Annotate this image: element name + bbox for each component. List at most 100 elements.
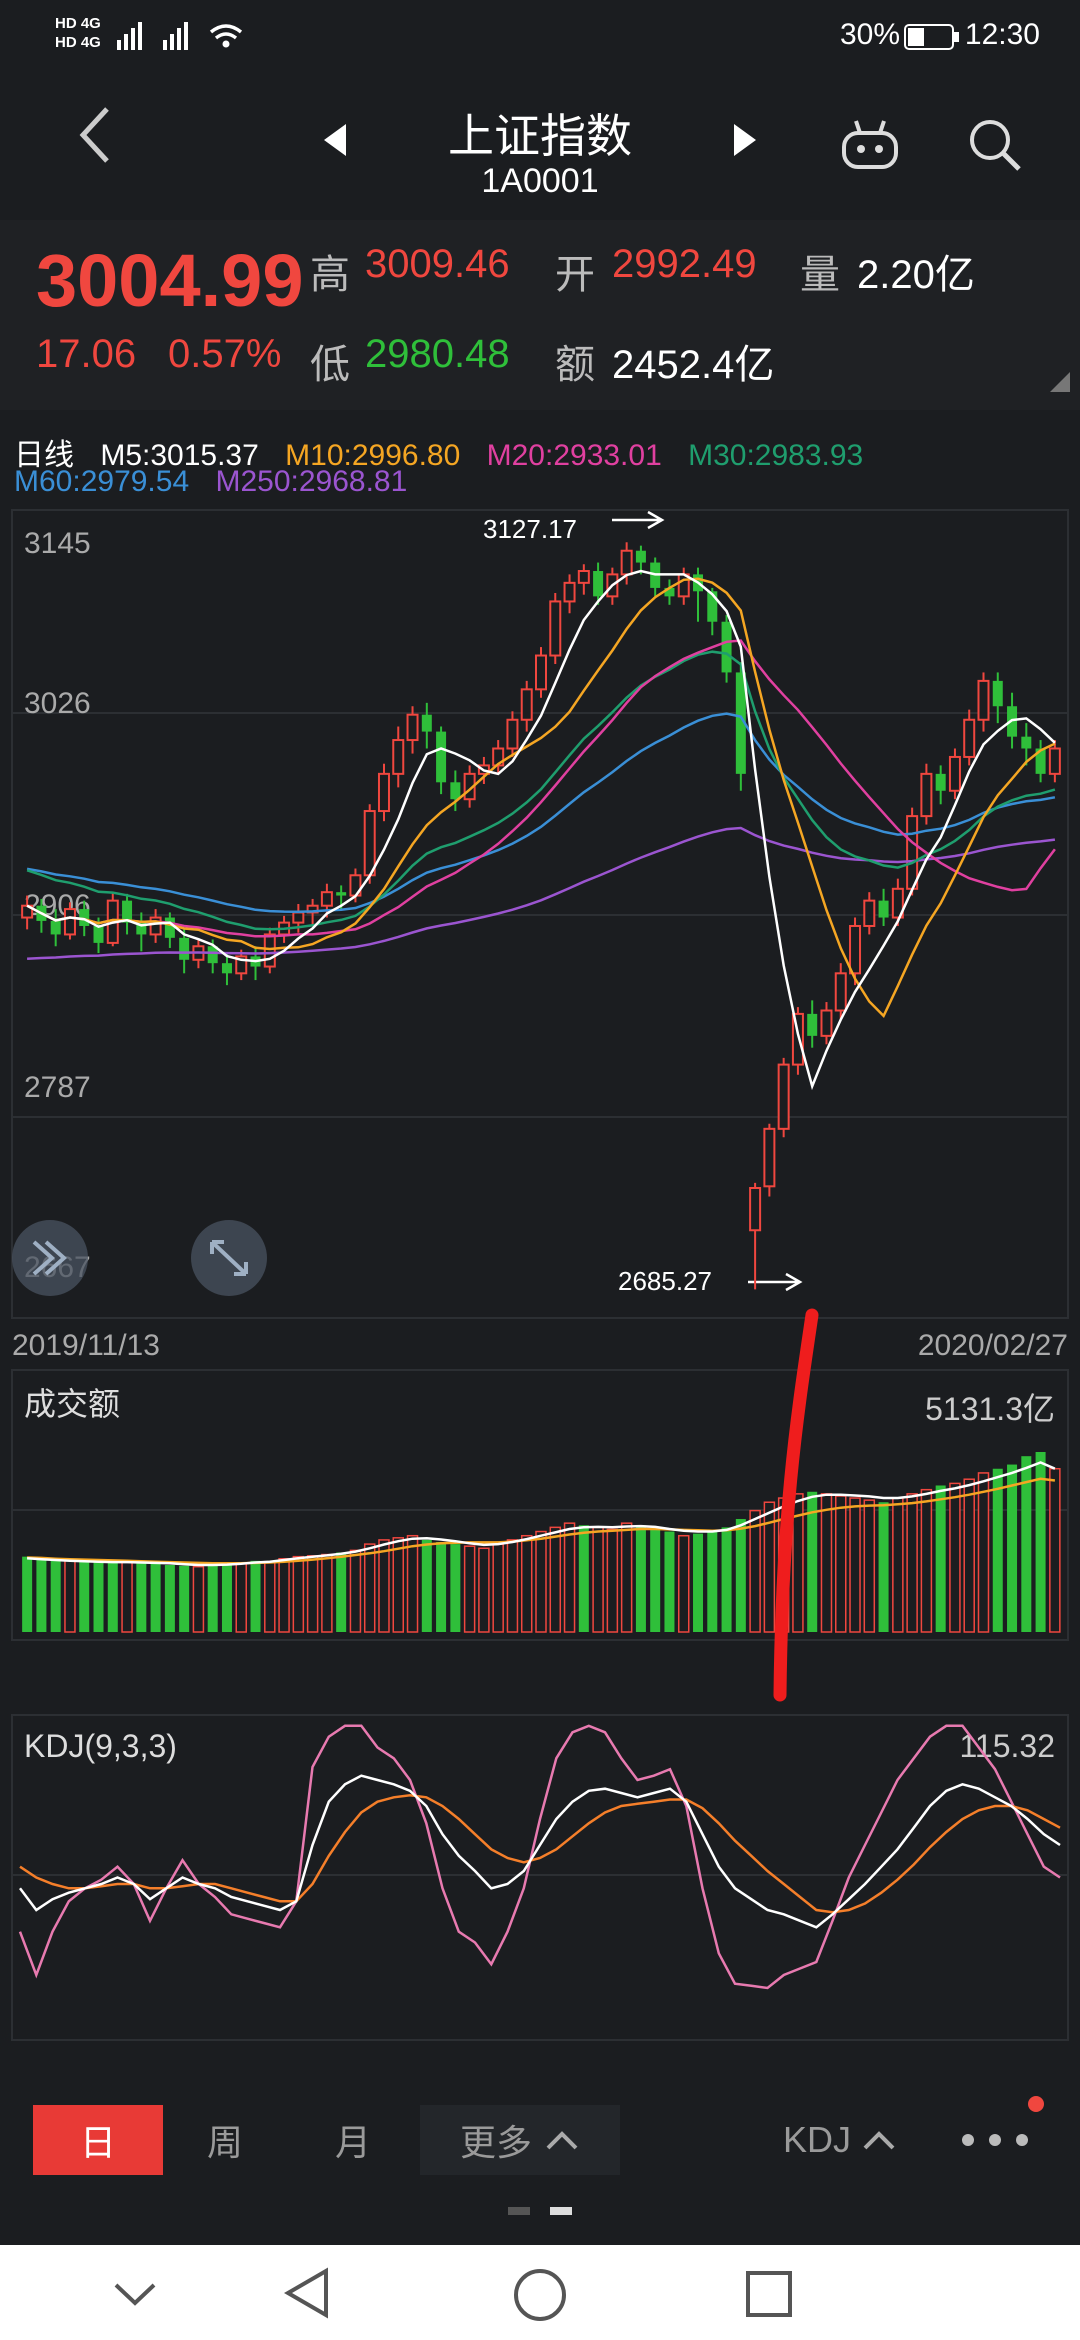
turnover-bar-down bbox=[735, 1518, 746, 1632]
turnover-bars bbox=[22, 1452, 1061, 1633]
nav-back-icon[interactable] bbox=[282, 2267, 332, 2319]
fullscreen-button[interactable] bbox=[191, 1220, 267, 1296]
red-annotation-stroke bbox=[773, 1308, 819, 1702]
turnover-bar-up bbox=[549, 1526, 562, 1633]
moving-average-lines bbox=[26, 569, 1056, 1091]
low-value: 2980.48 bbox=[365, 332, 510, 376]
candle-body-up bbox=[520, 688, 533, 721]
min-price-label: 2685.27 bbox=[618, 1266, 712, 1296]
tab-month[interactable]: 月 bbox=[334, 2122, 371, 2163]
candle-body-up bbox=[377, 772, 390, 813]
candle-body-down bbox=[179, 937, 190, 960]
candle-body-down bbox=[450, 782, 461, 800]
triangle-left-icon bbox=[324, 124, 346, 156]
candle-body-down bbox=[436, 731, 447, 783]
candle-body-down bbox=[878, 900, 889, 918]
candle-body-up bbox=[563, 581, 576, 603]
turnover-bar-up bbox=[763, 1501, 776, 1633]
y-tick-label: 3026 bbox=[24, 687, 91, 720]
expand-arrows-icon bbox=[210, 1240, 248, 1276]
nav-home-icon[interactable] bbox=[512, 2267, 568, 2323]
candle-body-up bbox=[863, 899, 876, 927]
candle-body-up bbox=[392, 739, 405, 775]
candle-body-up bbox=[749, 1186, 762, 1232]
turnover-bar-down bbox=[807, 1491, 818, 1632]
x-end-date: 2020/02/27 bbox=[918, 1329, 1068, 1362]
volume-value: 2.20亿 bbox=[857, 253, 975, 297]
nav-down-icon[interactable] bbox=[110, 2277, 160, 2311]
tab-week[interactable]: 周 bbox=[206, 2122, 243, 2163]
turnover-bar-down bbox=[650, 1527, 661, 1632]
candle-body-down bbox=[635, 550, 646, 563]
tab-more[interactable]: 更多 bbox=[420, 2105, 620, 2175]
ma250-value: M250:2968.81 bbox=[215, 465, 408, 498]
turnover-bar-up bbox=[478, 1547, 490, 1633]
ma60-value: M60:2979.54 bbox=[14, 465, 190, 498]
candle-body-up bbox=[1048, 747, 1061, 775]
candle-body-down bbox=[136, 922, 147, 935]
more-options-button[interactable] bbox=[940, 2105, 1050, 2175]
candle-body-up bbox=[920, 772, 933, 818]
turnover-ma-lines bbox=[27, 1461, 1056, 1567]
next-index-button[interactable] bbox=[720, 110, 770, 170]
candle-body-up bbox=[535, 654, 547, 691]
amount-value: 2452.4亿 bbox=[612, 343, 775, 387]
tab-day[interactable]: 日 bbox=[33, 2105, 163, 2175]
stock-chart[interactable]: 3145 3026 2906 2787 2667 3127.17 2685.27… bbox=[0, 410, 1080, 2070]
turnover-bar-up bbox=[863, 1499, 876, 1633]
kdj-frame bbox=[11, 1714, 1069, 2041]
turnover-bar-down bbox=[179, 1565, 190, 1632]
candle-body-down bbox=[735, 672, 746, 774]
indicator-selector[interactable]: KDJ bbox=[760, 2105, 920, 2175]
candle-body-up bbox=[849, 924, 862, 975]
turnover-bar-down bbox=[1021, 1456, 1032, 1632]
robot-icon bbox=[842, 120, 898, 169]
indicator-label: KDJ bbox=[782, 2119, 851, 2160]
candle-body-up bbox=[149, 916, 162, 936]
candle-body-up bbox=[549, 600, 562, 657]
turnover-bar-up bbox=[278, 1557, 290, 1633]
signal-indicator: HD 4G HD 4G bbox=[55, 14, 101, 52]
y-tick-label: 3145 bbox=[24, 527, 91, 560]
min-arrow-icon bbox=[748, 1272, 803, 1292]
candle-body-up bbox=[320, 891, 333, 907]
collapse-button[interactable] bbox=[12, 1220, 88, 1296]
search-button[interactable] bbox=[955, 105, 1035, 185]
chart-area[interactable]: 日线 M5:3015.37 M10:2996.80 M20:2933.01 M3… bbox=[0, 410, 1080, 2070]
candle-body-down bbox=[79, 909, 90, 926]
previous-index-button[interactable] bbox=[310, 110, 360, 170]
robot-assistant-button[interactable] bbox=[830, 105, 910, 185]
turnover-bar-down bbox=[207, 1565, 218, 1632]
candle-body-up bbox=[891, 887, 904, 919]
kdj-lines bbox=[18, 1724, 1061, 1990]
candle-body-down bbox=[207, 946, 218, 964]
candle-body-down bbox=[807, 1013, 818, 1036]
candle-body-up bbox=[791, 1012, 804, 1066]
expand-corner-icon[interactable] bbox=[1050, 372, 1070, 392]
notification-dot bbox=[1028, 2096, 1044, 2112]
period-tab-bar: 日 周 月 更多 KDJ bbox=[0, 2070, 1080, 2245]
turnover-bar-down bbox=[1007, 1464, 1018, 1632]
ma20-value: M20:2933.01 bbox=[486, 439, 662, 472]
amount-label: 额 bbox=[555, 343, 595, 387]
back-arrow-icon bbox=[79, 107, 109, 163]
candle-body-down bbox=[593, 571, 604, 597]
turnover-bar-down bbox=[164, 1565, 175, 1632]
turnover-ma-white bbox=[27, 1461, 1056, 1567]
nav-recents-icon[interactable] bbox=[744, 2269, 794, 2319]
back-button[interactable] bbox=[60, 100, 130, 170]
turnover-bar-down bbox=[578, 1525, 589, 1632]
turnover-bar-down bbox=[79, 1561, 90, 1632]
turnover-bar-down bbox=[36, 1558, 47, 1632]
turnover-bar-up bbox=[820, 1493, 833, 1633]
open-label: 开 bbox=[555, 253, 595, 297]
candle-body-up bbox=[963, 718, 976, 758]
ma20-line bbox=[26, 639, 1056, 938]
candle-body-down bbox=[664, 587, 675, 597]
ma10-value: M10:2996.80 bbox=[285, 439, 461, 472]
quote-panel: 3004.99 高 3009.46 开 2992.49 量 2.20亿 17.0… bbox=[0, 220, 1080, 410]
turnover-bar-down bbox=[421, 1539, 432, 1632]
turnover-bar-up bbox=[535, 1530, 547, 1633]
candle-body-up bbox=[820, 1009, 833, 1037]
turnover-bar-down bbox=[707, 1531, 718, 1632]
